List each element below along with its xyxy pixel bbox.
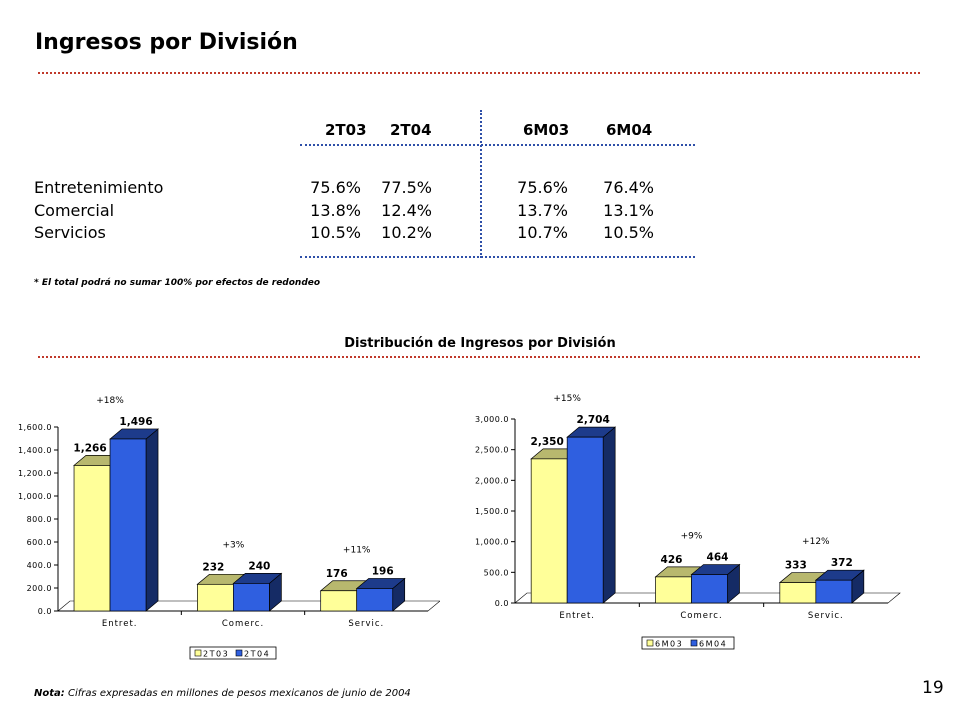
data-label: 196 [372, 565, 394, 577]
chart-section-divider [38, 356, 920, 358]
note-label: Nota: [34, 688, 65, 699]
y-tick-label: 1,000.0 [475, 538, 509, 547]
bar [566, 436, 604, 604]
row-label-servicios: Servicios [34, 223, 106, 242]
y-tick-label: 2,000.0 [475, 476, 509, 485]
table-header-2t04: 2T04 [390, 121, 432, 139]
table-header-2t03: 2T03 [325, 121, 367, 139]
table-cell: 10.5% [310, 223, 361, 242]
legend-box [641, 636, 735, 650]
data-label: 333 [785, 560, 807, 572]
page-number: 19 [922, 678, 944, 698]
y-tick-label: 0.0 [38, 607, 52, 616]
y-tick-label: 1,400.0 [18, 446, 52, 455]
legend-label: 2T04 [244, 650, 270, 659]
bar [655, 576, 692, 604]
chart-quarterly: 0.0 200.0 400.0 600.0 800.0 1,000.0 1,200.0 1,4… [18, 396, 440, 660]
bar [109, 438, 147, 612]
row-label-entretenimiento: Entretenimiento [34, 178, 164, 197]
growth-label: +12% [802, 537, 830, 547]
growth-label: +15% [553, 394, 581, 404]
table-header-6m03: 6M03 [523, 121, 570, 139]
bar [779, 582, 817, 604]
legend-box [189, 646, 277, 660]
bar [530, 458, 568, 604]
y-tick-label: 3,000.0 [475, 415, 509, 424]
legend-label: 2T03 [203, 650, 229, 659]
x-tick-label: Comerc. [222, 619, 264, 629]
bar [356, 588, 394, 612]
legend-swatch [194, 649, 202, 657]
table-cell: 10.2% [381, 223, 432, 242]
table-cell: 12.4% [381, 201, 432, 220]
table-header-divider [300, 144, 695, 146]
growth-label: +9% [681, 532, 703, 542]
data-label: 426 [661, 554, 683, 566]
x-tick-label: Comerc. [680, 611, 722, 621]
growth-label: +11% [343, 545, 371, 555]
table-bottom-divider [300, 256, 695, 258]
y-tick-label: 400.0 [27, 561, 52, 570]
y-tick-label: 800.0 [27, 515, 52, 524]
row-label-comercial: Comercial [34, 201, 115, 220]
data-label: 1,496 [119, 416, 152, 428]
legend-swatch [646, 639, 654, 647]
bar [815, 579, 853, 604]
bar-side [602, 426, 616, 604]
x-tick-label: Servic. [348, 619, 384, 629]
y-tick-label: 1,500.0 [475, 507, 509, 516]
note-text: Cifras expresadas en millones de pesos m… [64, 688, 411, 699]
table-header-6m04: 6M04 [606, 121, 653, 139]
bar [691, 574, 728, 604]
page-title: Ingresos por División [35, 30, 298, 55]
legend-swatch [235, 649, 243, 657]
table-cell: 76.4% [603, 178, 654, 197]
bar [320, 590, 358, 612]
growth-label: +3% [222, 540, 244, 550]
y-tick-label: 1,200.0 [18, 469, 52, 478]
data-label: 1,266 [73, 442, 106, 454]
currency-note: Nota: Cifras expresadas en millones de p… [34, 688, 411, 699]
data-label: 232 [202, 561, 224, 573]
data-label: 176 [326, 568, 348, 580]
rounding-footnote: * El total podrá no sumar 100% por efect… [34, 278, 321, 288]
table-cell: 13.7% [517, 201, 568, 220]
x-tick-label: Entret. [102, 619, 138, 629]
bar [73, 465, 111, 612]
y-tick-label: 600.0 [27, 538, 52, 547]
data-label: 464 [707, 552, 729, 564]
bar-side [145, 428, 159, 612]
chart-section-title: Distribución de Ingresos por División [344, 336, 616, 351]
title-divider [38, 72, 920, 74]
legend-label: 6M04 [699, 640, 727, 649]
y-tick-label: 1,600.0 [18, 423, 52, 432]
y-tick-label: 0.0 [495, 599, 509, 608]
data-label: 2,704 [577, 414, 610, 426]
growth-label: +18% [96, 396, 124, 406]
x-tick-label: Servic. [808, 611, 844, 621]
table-cell: 13.1% [603, 201, 654, 220]
y-tick-label: 1,000.0 [18, 492, 52, 501]
legend-label: 6M03 [655, 640, 683, 649]
table-cell: 13.8% [310, 201, 361, 220]
y-tick-label: 2,500.0 [475, 446, 509, 455]
table-cell: 77.5% [381, 178, 432, 197]
chart-semester: 0.0 500.0 1,000.0 1,500.0 2,000.0 2,500.0 3,00… [475, 394, 901, 650]
table-cell: 10.7% [517, 223, 568, 242]
data-label: 372 [831, 557, 853, 569]
legend-swatch [690, 639, 698, 647]
bar [197, 583, 234, 612]
table-cell: 75.6% [517, 178, 568, 197]
bar [233, 583, 270, 612]
table-cell: 10.5% [603, 223, 654, 242]
table-column-divider [480, 110, 482, 258]
data-label: 240 [248, 560, 270, 572]
y-tick-label: 200.0 [27, 584, 52, 593]
table-cell: 75.6% [310, 178, 361, 197]
y-tick-label: 500.0 [484, 568, 509, 577]
data-label: 2,350 [531, 436, 564, 448]
x-tick-label: Entret. [559, 611, 595, 621]
